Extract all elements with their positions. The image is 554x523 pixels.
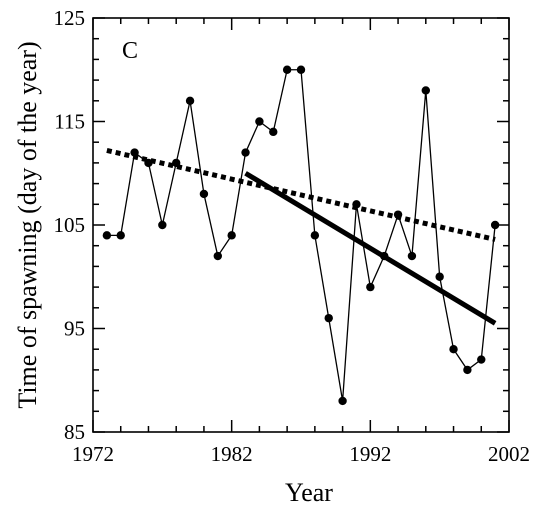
series-layer (102, 65, 500, 406)
data-point (407, 251, 417, 261)
data-point (269, 127, 278, 137)
y-tick-label: 85 (64, 420, 85, 444)
ticks (92, 17, 510, 433)
data-point (130, 148, 139, 157)
data-point (102, 231, 112, 240)
data-point (449, 345, 458, 354)
data-point (366, 282, 375, 292)
y-axis-title: Time of spawning (day of the year) (13, 41, 42, 408)
y-tick-label: 105 (54, 213, 86, 237)
data-point (477, 355, 486, 364)
data-point (338, 396, 347, 406)
data-point (116, 231, 125, 240)
panel-label: C (122, 38, 138, 64)
data-point (490, 220, 500, 230)
data-point (296, 65, 306, 74)
data-point (199, 189, 209, 199)
data-line (106, 69, 496, 402)
y-tick-label: 115 (54, 110, 85, 134)
data-point (227, 231, 236, 240)
data-point (282, 65, 292, 74)
data-point (185, 96, 195, 106)
data-point (463, 365, 472, 375)
long-term-trend-line (106, 148, 496, 242)
plot-frame (92, 17, 510, 433)
y-tick-label: 125 (54, 6, 86, 30)
tick-labels: 1972 1982 1992 2002 85 95 105 115 125 (54, 6, 531, 466)
x-tick-label: 1972 (72, 442, 114, 466)
data-point (158, 220, 167, 230)
data-point (213, 251, 222, 261)
data-point (421, 86, 430, 95)
data-point (435, 272, 444, 281)
recent-trend-line (244, 171, 497, 326)
x-axis-title: Year (285, 478, 333, 507)
x-tick-label: 2002 (488, 442, 530, 466)
x-tick-label: 1992 (349, 442, 391, 466)
data-point (255, 117, 264, 126)
y-tick-label: 95 (64, 317, 85, 341)
data-point (241, 148, 250, 157)
data-point (310, 231, 320, 240)
x-tick-label: 1982 (211, 442, 253, 466)
data-point (324, 313, 333, 323)
